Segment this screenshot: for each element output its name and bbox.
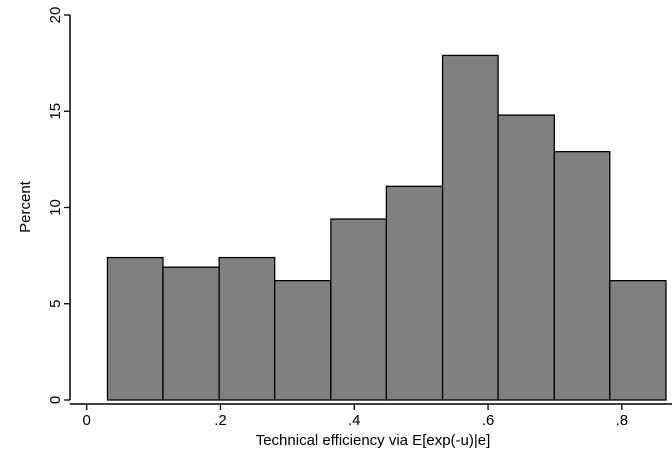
y-tick-label: 15 <box>47 103 64 120</box>
x-tick-label: .4 <box>348 412 361 429</box>
histogram-bar <box>497 114 555 401</box>
x-tick-label: .6 <box>482 412 495 429</box>
histogram-bar <box>441 54 499 401</box>
histogram-bar <box>106 256 164 401</box>
y-axis-title: Percent <box>17 180 34 233</box>
x-ticks-group: 0 .2 .4 .6 .8 <box>83 404 629 429</box>
histogram-bar <box>274 279 332 401</box>
y-tick-label: 5 <box>47 300 64 308</box>
histogram-bar <box>385 185 444 401</box>
histogram-bar <box>218 256 276 401</box>
histogram-bar <box>553 151 611 401</box>
y-ticks-group: 0 5 10 15 20 <box>47 7 70 404</box>
x-axis-title: Technical efficiency via E[exp(-u)|e] <box>256 432 491 449</box>
y-tick-label: 0 <box>47 396 64 404</box>
histogram-bar <box>330 218 388 401</box>
histogram-bar <box>162 266 220 401</box>
x-tick-label: .2 <box>214 412 227 429</box>
bars-group <box>106 54 667 401</box>
y-tick-label: 20 <box>47 7 64 24</box>
y-tick-label: 10 <box>47 199 64 216</box>
histogram-bar <box>609 279 667 401</box>
x-tick-label: .8 <box>616 412 629 429</box>
x-tick-label: 0 <box>83 412 91 429</box>
